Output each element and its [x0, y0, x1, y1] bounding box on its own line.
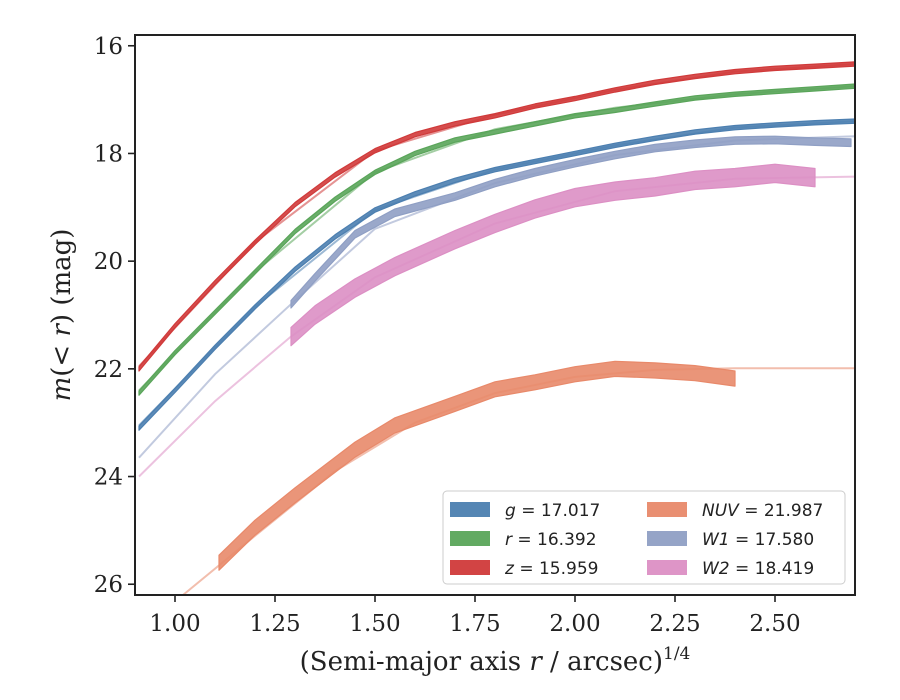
x-tick-label: 1.75	[449, 611, 500, 637]
y-tick-label: 26	[94, 572, 123, 598]
y-axis-title: m(< r) (mag)	[47, 229, 77, 402]
legend: g = 17.017 r = 16.392 z = 15.959 NUV = 21.9…	[442, 490, 846, 585]
y-tick-label: 24	[94, 465, 123, 491]
x-tick-label: 2.00	[549, 611, 600, 637]
series-w1-band	[290, 135, 852, 309]
legend-swatch-r	[450, 531, 490, 546]
legend-swatch-nuv	[647, 502, 687, 517]
x-tick-label: 1.50	[349, 611, 400, 637]
legend-swatch-z	[450, 560, 490, 575]
legend-label-w1: W1 = 17.580	[702, 530, 814, 550]
axes: 1.00 1.25 1.50 1.75 2.00 2.25 2.50 16 18 20 22 24 26…	[47, 34, 856, 677]
x-tick-label: 1.25	[249, 611, 300, 637]
legend-label-g: g = 17.017	[505, 501, 600, 521]
legend-swatch-g	[450, 502, 490, 517]
series-g-band	[138, 118, 855, 431]
x-axis-title: (Semi-major axis r / arcsec)1/4	[300, 644, 691, 677]
series-nuv-band	[218, 360, 736, 571]
series-r-band	[138, 83, 855, 396]
plot-area	[138, 61, 855, 595]
legend-swatch-w2	[647, 560, 687, 575]
legend-label-nuv: NUV = 21.987	[702, 501, 823, 521]
plot-frame	[134, 34, 856, 596]
series-z-band	[138, 61, 855, 372]
y-tick-label: 20	[94, 249, 123, 275]
legend-label-z: z = 15.959	[504, 559, 598, 579]
series-w2-band	[290, 163, 816, 347]
legend-label-w2: W2 = 18.419	[702, 559, 814, 579]
x-tick-label: 2.25	[649, 611, 700, 637]
legend-swatch-w1	[647, 531, 687, 546]
legend-label-r: r = 16.392	[505, 530, 597, 550]
x-tick-label: 2.50	[749, 611, 800, 637]
y-tick-label: 18	[94, 141, 123, 167]
y-tick-label: 22	[94, 357, 123, 383]
y-tick-label: 16	[94, 34, 123, 60]
legend-box	[442, 490, 846, 585]
x-tick-label: 1.00	[149, 611, 200, 637]
